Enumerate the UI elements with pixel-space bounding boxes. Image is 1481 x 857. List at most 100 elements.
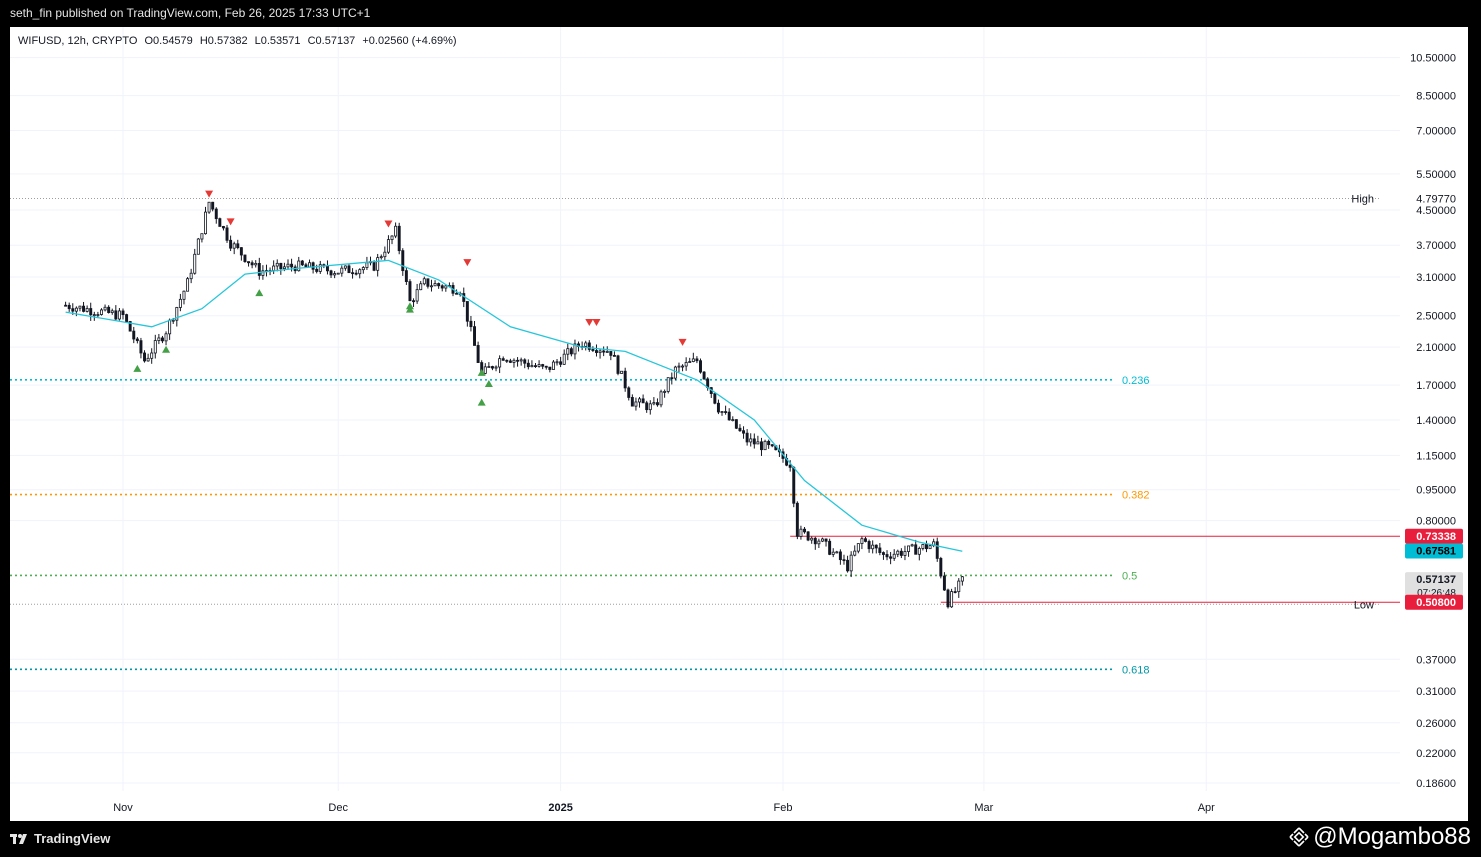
candle-body [236, 243, 240, 248]
y-tick-label: 0.80000 [1416, 516, 1456, 528]
candle-body [189, 272, 193, 280]
candle-body [673, 366, 677, 379]
candle-body [128, 321, 132, 332]
sell-signal [205, 190, 214, 198]
candle-body [193, 253, 197, 274]
candle-body [494, 366, 498, 369]
candle-body [311, 262, 315, 270]
candle-body [942, 575, 946, 591]
candle-body [333, 273, 337, 276]
candle-body [229, 239, 233, 249]
tradingview-logo[interactable]: TradingView [10, 831, 110, 846]
candle-body [221, 226, 225, 229]
y-tick-label: 0.95000 [1416, 485, 1456, 497]
grid [10, 27, 1400, 791]
y-tick-label: 3.10000 [1416, 272, 1456, 284]
candle-body [702, 371, 706, 380]
price-chart[interactable]: 0.236 0.382 0.5 0.618 10.50000 8.50000 7.0000… [10, 27, 1468, 821]
candle-body [218, 218, 222, 227]
buy-signal [484, 379, 493, 387]
y-tick-label: 0.22000 [1416, 748, 1456, 760]
candle-body [609, 351, 613, 356]
chart-area[interactable]: 0.236 0.382 0.5 0.618 10.50000 8.50000 7.0000… [10, 27, 1468, 821]
candle-body [899, 550, 903, 556]
y-tick-label: 1.40000 [1416, 415, 1456, 427]
candle-body [953, 591, 957, 593]
candle-body [638, 398, 641, 403]
candle-body [318, 264, 322, 272]
candle-body [903, 551, 907, 556]
y-tick-label: 0.31000 [1416, 686, 1456, 698]
candle-body [573, 343, 577, 355]
candle-body [526, 362, 530, 368]
candle-body [666, 377, 670, 392]
watermark-text: @Mogambo88 [1313, 823, 1471, 850]
candle-body [204, 211, 207, 235]
high-value: 4.79770 [1416, 193, 1456, 205]
candle-body [139, 340, 143, 354]
publish-header: seth_fin published on TradingView.com, F… [0, 0, 1481, 27]
candle-body [354, 272, 358, 275]
candle-body [157, 337, 161, 341]
ma-line [65, 259, 963, 552]
time-axis[interactable]: Nov Dec 2025 Feb Mar Apr [113, 802, 1215, 814]
y-tick-label: 4.50000 [1416, 205, 1456, 217]
candle-body [308, 262, 311, 268]
candle-body [440, 285, 444, 289]
candle-body [892, 553, 896, 559]
signals [133, 190, 687, 406]
candle-body [383, 251, 387, 258]
candle-body [896, 550, 900, 555]
candle-body [957, 580, 961, 593]
candle-body [397, 225, 401, 252]
legend-symbol: WIFUSD, 12h, CRYPTO [18, 35, 138, 47]
candle-body [78, 305, 82, 309]
fib-label: 0.618 [1122, 664, 1150, 676]
candle-body [537, 364, 541, 367]
candle-body [641, 398, 645, 404]
candle-body [315, 268, 319, 272]
candle-body [329, 270, 333, 276]
candle-body [602, 350, 606, 353]
candle-body [914, 544, 918, 555]
moving-average [65, 259, 963, 552]
candle-body [727, 411, 731, 421]
candle-body [394, 225, 398, 237]
candle-body [534, 365, 537, 368]
candle-body [343, 265, 347, 269]
candle-body [860, 538, 864, 544]
candle-body [487, 366, 491, 368]
candle-body [171, 319, 175, 322]
candle-body [225, 227, 229, 241]
tradingview-icon [10, 833, 27, 844]
candles [64, 201, 964, 609]
candle-body [519, 359, 523, 362]
y-tick-label: 10.50000 [1410, 53, 1456, 65]
candle-body [376, 257, 380, 271]
candle-body [247, 261, 251, 264]
candle-body [559, 361, 563, 365]
candle-body [261, 270, 265, 276]
candle-body [853, 550, 857, 556]
candle-body [125, 314, 129, 322]
candle-body [684, 362, 688, 367]
candle-body [648, 403, 652, 411]
buy-signal [405, 305, 414, 313]
y-tick-label: 2.50000 [1416, 311, 1456, 323]
candle-body [340, 267, 344, 274]
price-axis[interactable]: 10.50000 8.50000 7.00000 5.50000 4.50000 3.70… [1351, 53, 1463, 790]
candle-body [232, 243, 236, 249]
candle-body [214, 208, 218, 220]
candle-body [828, 540, 832, 555]
candle-body [272, 265, 276, 271]
sell-signal [226, 218, 235, 226]
candle-body [595, 350, 598, 353]
candle-body [117, 310, 121, 320]
fib-label: 0.5 [1122, 570, 1137, 582]
fib-label: 0.236 [1122, 375, 1150, 387]
price-tag [1405, 572, 1463, 601]
candle-body [415, 289, 419, 302]
y-tick-label: 1.70000 [1416, 380, 1456, 392]
candle-body [483, 366, 487, 374]
x-tick-label: Mar [974, 802, 993, 814]
